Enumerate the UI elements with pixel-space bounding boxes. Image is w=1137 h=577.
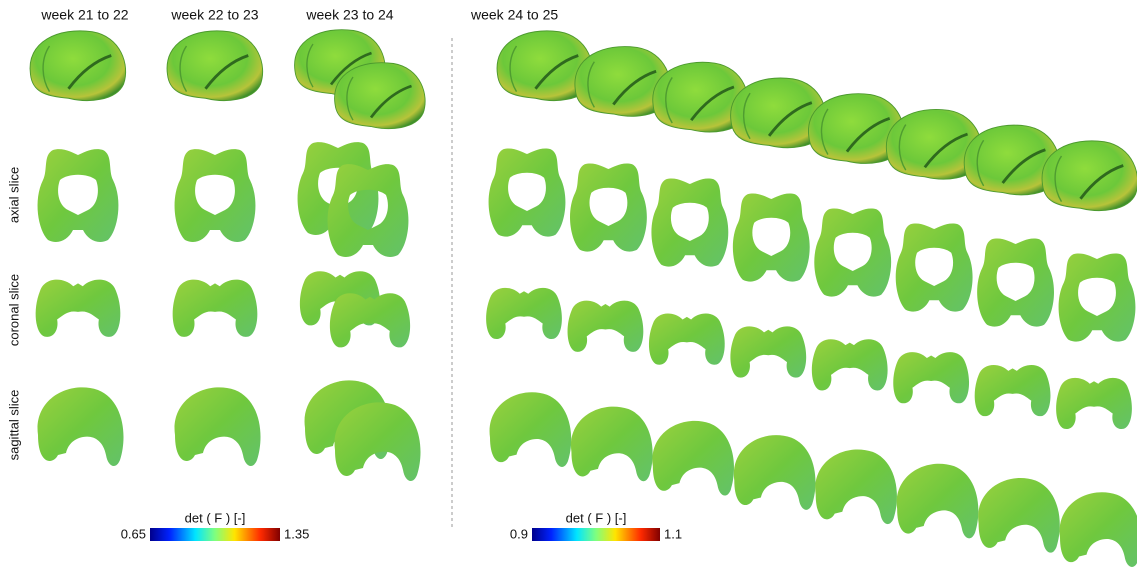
- column-header: week 23 to 24: [305, 7, 393, 23]
- column-header: week 21 to 22: [40, 7, 128, 23]
- axial-slice: [1058, 253, 1136, 342]
- sagittal-slice: [334, 402, 421, 482]
- coronal-slice: [893, 352, 970, 404]
- colorbar-max: 1.1: [664, 526, 682, 541]
- sagittal-slice: [174, 387, 261, 467]
- sagittal-slice: [570, 406, 653, 482]
- sagittal-slice: [37, 387, 124, 467]
- axial-slice: [977, 238, 1054, 327]
- coronal-slice: [329, 293, 411, 348]
- axial-slice: [570, 163, 647, 252]
- colorbar-min: 0.9: [510, 526, 528, 541]
- coronal-slice: [1056, 377, 1132, 430]
- coronal-slice: [172, 279, 258, 337]
- brain-surface: [165, 29, 265, 102]
- row-label: sagittal slice: [6, 390, 21, 461]
- coronal-slice: [486, 287, 562, 340]
- axial-slice: [488, 148, 566, 237]
- brain-surface: [28, 29, 128, 102]
- column-header: week 22 to 23: [170, 7, 258, 23]
- colorbar-label: det ( F ) [-]: [185, 510, 246, 525]
- coronal-slice: [567, 300, 644, 352]
- coronal-slice: [811, 339, 888, 391]
- axial-slice: [814, 208, 892, 297]
- colorbar: [532, 528, 660, 541]
- sagittal-slice: [978, 478, 1060, 553]
- axial-slice: [174, 149, 256, 242]
- coronal-slice: [730, 326, 807, 378]
- axial-slice: [895, 223, 973, 312]
- colorbar-label: det ( F ) [-]: [566, 510, 627, 525]
- column-header: week 24 to 25: [470, 7, 558, 23]
- sagittal-slice: [1059, 492, 1137, 567]
- sagittal-slice: [733, 435, 816, 510]
- colorbar-max: 1.35: [284, 526, 309, 541]
- brain-renderings: [28, 28, 1137, 567]
- sagittal-slice: [652, 420, 735, 496]
- sagittal-slice: [896, 463, 979, 539]
- sagittal-slice: [815, 449, 897, 525]
- colorbar-min: 0.65: [121, 526, 146, 541]
- row-label: axial slice: [6, 167, 21, 223]
- axial-slice: [732, 193, 810, 282]
- coronal-slice: [648, 313, 725, 365]
- colorbar: [150, 528, 280, 541]
- coronal-slice: [35, 279, 121, 337]
- axial-slice: [37, 149, 119, 242]
- row-label: coronal slice: [6, 274, 21, 346]
- axial-slice: [651, 178, 729, 267]
- coronal-slice: [974, 364, 1051, 417]
- brain-surface: [1040, 139, 1137, 212]
- sagittal-slice: [489, 392, 572, 467]
- brain-surface: [333, 61, 427, 130]
